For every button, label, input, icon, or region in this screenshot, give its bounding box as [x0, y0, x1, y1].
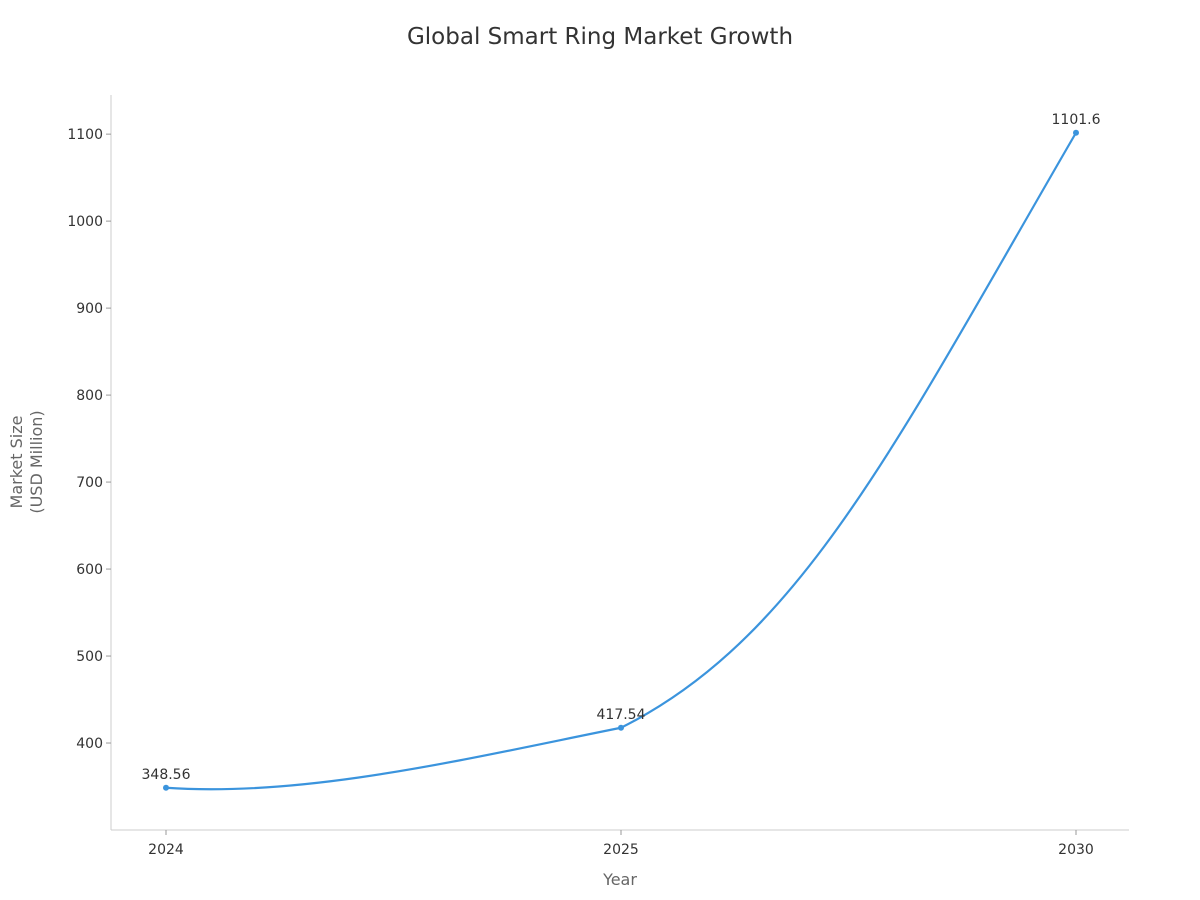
- axes: [110, 95, 1129, 831]
- y-axis-label: Market Size (USD Million): [7, 342, 47, 582]
- y-axis-label-line-1: Market Size: [7, 415, 26, 509]
- y-tick-label: 800: [76, 388, 103, 404]
- x-ticks: 2024 2025 2030: [148, 830, 1094, 858]
- y-ticks: 400 500 600 700 800 900 1000 1100: [67, 127, 111, 752]
- x-tick-label: 2030: [1058, 842, 1094, 858]
- y-tick-label: 900: [76, 301, 103, 317]
- series-line: [165, 132, 1077, 791]
- data-point: [1073, 129, 1079, 136]
- data-points: [163, 129, 1079, 791]
- y-tick-label: 1000: [67, 214, 103, 230]
- data-labels: 348.56 417.54 1101.6: [142, 112, 1101, 783]
- x-tick-label: 2024: [148, 842, 184, 858]
- y-tick-label: 1100: [67, 127, 103, 143]
- y-tick-label: 700: [76, 475, 103, 491]
- data-label: 1101.6: [1052, 112, 1101, 128]
- data-label: 417.54: [597, 707, 646, 723]
- data-label: 348.56: [142, 767, 191, 783]
- chart-title: Global Smart Ring Market Growth: [406, 24, 794, 50]
- data-point: [618, 724, 624, 731]
- y-tick-label: 400: [76, 736, 103, 752]
- x-tick-label: 2025: [603, 842, 639, 858]
- y-tick-label: 600: [76, 562, 103, 578]
- data-point: [163, 784, 169, 791]
- y-tick-label: 500: [76, 649, 103, 665]
- y-axis-label-line-2: (USD Million): [27, 410, 46, 514]
- x-axis-label: Year: [603, 870, 637, 889]
